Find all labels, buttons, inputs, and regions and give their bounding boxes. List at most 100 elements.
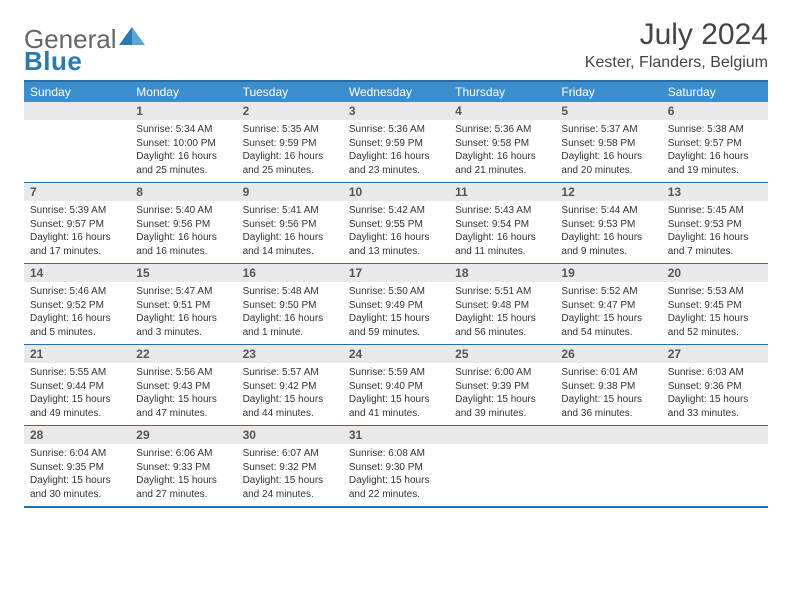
day-number: 11 [449,183,555,201]
day-info: Sunrise: 6:04 AMSunset: 9:35 PMDaylight:… [24,444,130,505]
daylight-line: Daylight: 16 hours and 9 minutes. [561,231,655,258]
day-info: Sunrise: 5:38 AMSunset: 9:57 PMDaylight:… [662,120,768,181]
day-number: 22 [130,345,236,363]
day-info: Sunrise: 5:52 AMSunset: 9:47 PMDaylight:… [555,282,661,343]
daylight-line: Daylight: 15 hours and 44 minutes. [243,393,337,420]
day-info: Sunrise: 5:42 AMSunset: 9:55 PMDaylight:… [343,201,449,262]
day-cell: 20Sunrise: 5:53 AMSunset: 9:45 PMDayligh… [662,264,768,344]
day-number: 19 [555,264,661,282]
daylight-line: Daylight: 16 hours and 16 minutes. [136,231,230,258]
sunset-line: Sunset: 9:49 PM [349,299,443,313]
dow-thursday: Thursday [449,82,555,102]
day-number: 17 [343,264,449,282]
daylight-line: Daylight: 16 hours and 1 minute. [243,312,337,339]
daylight-line: Daylight: 16 hours and 11 minutes. [455,231,549,258]
sunset-line: Sunset: 9:45 PM [668,299,762,313]
sunrise-line: Sunrise: 5:57 AM [243,366,337,380]
sunset-line: Sunset: 9:59 PM [243,137,337,151]
day-number: 23 [237,345,343,363]
sunset-line: Sunset: 9:56 PM [136,218,230,232]
day-info: Sunrise: 5:46 AMSunset: 9:52 PMDaylight:… [24,282,130,343]
dow-saturday: Saturday [662,82,768,102]
sunrise-line: Sunrise: 5:41 AM [243,204,337,218]
day-cell: 12Sunrise: 5:44 AMSunset: 9:53 PMDayligh… [555,183,661,263]
day-info: Sunrise: 5:44 AMSunset: 9:53 PMDaylight:… [555,201,661,262]
day-number: 10 [343,183,449,201]
day-cell: 5Sunrise: 5:37 AMSunset: 9:58 PMDaylight… [555,102,661,182]
sunset-line: Sunset: 9:38 PM [561,380,655,394]
daylight-line: Daylight: 16 hours and 20 minutes. [561,150,655,177]
sunset-line: Sunset: 9:39 PM [455,380,549,394]
daylight-line: Daylight: 15 hours and 39 minutes. [455,393,549,420]
sunrise-line: Sunrise: 6:01 AM [561,366,655,380]
day-cell: 3Sunrise: 5:36 AMSunset: 9:59 PMDaylight… [343,102,449,182]
sunrise-line: Sunrise: 6:08 AM [349,447,443,461]
sunset-line: Sunset: 9:32 PM [243,461,337,475]
day-cell: 22Sunrise: 5:56 AMSunset: 9:43 PMDayligh… [130,345,236,425]
day-info: Sunrise: 5:41 AMSunset: 9:56 PMDaylight:… [237,201,343,262]
day-number: 29 [130,426,236,444]
day-info: Sunrise: 6:03 AMSunset: 9:36 PMDaylight:… [662,363,768,424]
month-title: July 2024 [585,18,768,52]
sunrise-line: Sunrise: 5:52 AM [561,285,655,299]
sunset-line: Sunset: 9:42 PM [243,380,337,394]
day-info: Sunrise: 6:08 AMSunset: 9:30 PMDaylight:… [343,444,449,505]
sunset-line: Sunset: 9:59 PM [349,137,443,151]
day-cell: 8Sunrise: 5:40 AMSunset: 9:56 PMDaylight… [130,183,236,263]
day-number: 16 [237,264,343,282]
daylight-line: Daylight: 16 hours and 19 minutes. [668,150,762,177]
day-number: 15 [130,264,236,282]
daylight-line: Daylight: 15 hours and 36 minutes. [561,393,655,420]
dow-tuesday: Tuesday [237,82,343,102]
day-info: Sunrise: 6:07 AMSunset: 9:32 PMDaylight:… [237,444,343,505]
daylight-line: Daylight: 16 hours and 21 minutes. [455,150,549,177]
day-cell: 18Sunrise: 5:51 AMSunset: 9:48 PMDayligh… [449,264,555,344]
day-number: 26 [555,345,661,363]
daylight-line: Daylight: 15 hours and 27 minutes. [136,474,230,501]
day-number: 27 [662,345,768,363]
day-cell: 1Sunrise: 5:34 AMSunset: 10:00 PMDayligh… [130,102,236,182]
day-info: Sunrise: 6:06 AMSunset: 9:33 PMDaylight:… [130,444,236,505]
sunset-line: Sunset: 9:52 PM [30,299,124,313]
day-cell [555,426,661,506]
week-row: 14Sunrise: 5:46 AMSunset: 9:52 PMDayligh… [24,264,768,345]
sunrise-line: Sunrise: 5:55 AM [30,366,124,380]
day-info: Sunrise: 5:43 AMSunset: 9:54 PMDaylight:… [449,201,555,262]
day-cell: 29Sunrise: 6:06 AMSunset: 9:33 PMDayligh… [130,426,236,506]
day-number: 4 [449,102,555,120]
day-info: Sunrise: 5:40 AMSunset: 9:56 PMDaylight:… [130,201,236,262]
day-info: Sunrise: 5:45 AMSunset: 9:53 PMDaylight:… [662,201,768,262]
logo-row2: Blue [24,46,82,77]
sunrise-line: Sunrise: 5:43 AM [455,204,549,218]
sunset-line: Sunset: 9:30 PM [349,461,443,475]
day-cell: 30Sunrise: 6:07 AMSunset: 9:32 PMDayligh… [237,426,343,506]
sunrise-line: Sunrise: 5:42 AM [349,204,443,218]
sunrise-line: Sunrise: 5:48 AM [243,285,337,299]
week-row: 1Sunrise: 5:34 AMSunset: 10:00 PMDayligh… [24,102,768,183]
day-number: 13 [662,183,768,201]
location: Kester, Flanders, Belgium [585,54,768,72]
daylight-line: Daylight: 15 hours and 33 minutes. [668,393,762,420]
day-number: 6 [662,102,768,120]
dow-row: SundayMondayTuesdayWednesdayThursdayFrid… [24,80,768,102]
sunrise-line: Sunrise: 5:59 AM [349,366,443,380]
sunrise-line: Sunrise: 6:00 AM [455,366,549,380]
sunrise-line: Sunrise: 5:47 AM [136,285,230,299]
day-info: Sunrise: 6:00 AMSunset: 9:39 PMDaylight:… [449,363,555,424]
day-number [24,102,130,120]
daylight-line: Daylight: 15 hours and 59 minutes. [349,312,443,339]
sunrise-line: Sunrise: 5:51 AM [455,285,549,299]
sunrise-line: Sunrise: 5:37 AM [561,123,655,137]
sunset-line: Sunset: 9:51 PM [136,299,230,313]
day-cell: 21Sunrise: 5:55 AMSunset: 9:44 PMDayligh… [24,345,130,425]
day-number [449,426,555,444]
daylight-line: Daylight: 16 hours and 13 minutes. [349,231,443,258]
sunset-line: Sunset: 9:53 PM [668,218,762,232]
day-info: Sunrise: 5:36 AMSunset: 9:58 PMDaylight:… [449,120,555,181]
sunset-line: Sunset: 9:43 PM [136,380,230,394]
sunrise-line: Sunrise: 5:35 AM [243,123,337,137]
daylight-line: Daylight: 16 hours and 25 minutes. [136,150,230,177]
day-cell [449,426,555,506]
day-info: Sunrise: 5:34 AMSunset: 10:00 PMDaylight… [130,120,236,181]
day-number: 18 [449,264,555,282]
